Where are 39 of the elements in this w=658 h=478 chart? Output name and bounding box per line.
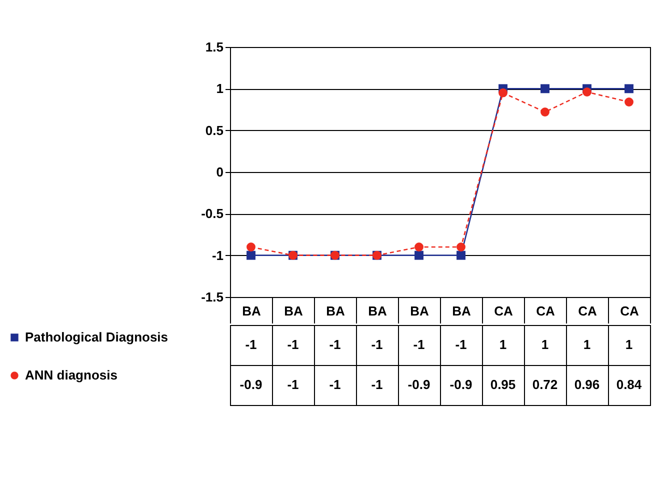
data-label: -1 bbox=[455, 337, 467, 352]
y-tick-label: 1.5 bbox=[205, 40, 224, 54]
data-label: -1 bbox=[287, 377, 299, 392]
y-tick-label: -1 bbox=[212, 248, 224, 263]
data-label: 1 bbox=[499, 337, 507, 352]
data-label: -1 bbox=[413, 337, 425, 352]
y-tick-label: -0.5 bbox=[201, 206, 224, 222]
data-label: 1 bbox=[625, 337, 633, 352]
data-label: 0.96 bbox=[574, 377, 600, 392]
data-label: -0.9 bbox=[408, 377, 430, 392]
data-label: 1 bbox=[583, 337, 591, 352]
x-tick-label: BA bbox=[368, 304, 388, 318]
x-tick-label: CA bbox=[536, 304, 556, 318]
data-label: 0.95 bbox=[490, 377, 516, 392]
x-tick-label: BA bbox=[452, 304, 472, 318]
data-label: -1 bbox=[371, 377, 383, 392]
y-tick-label: -1.5 bbox=[201, 290, 224, 304]
data-label: -1 bbox=[329, 337, 341, 352]
data-label: -1 bbox=[329, 377, 341, 392]
data-label: -1 bbox=[245, 337, 257, 352]
data-label: -1 bbox=[287, 337, 299, 352]
data-label: -1 bbox=[371, 337, 383, 352]
x-tick-label: BA bbox=[410, 304, 430, 318]
x-tick-label: BA bbox=[284, 304, 304, 318]
x-tick-label: CA bbox=[578, 304, 598, 318]
data-label: -0.9 bbox=[240, 377, 262, 392]
data-label: -0.9 bbox=[450, 377, 472, 392]
x-tick-label: CA bbox=[494, 304, 514, 318]
data-label: 1 bbox=[541, 337, 549, 352]
legend-label: Pathological Diagnosis bbox=[25, 330, 168, 344]
y-tick-label: 0.5 bbox=[205, 122, 224, 138]
y-tick-label: 0 bbox=[216, 164, 224, 180]
data-label: 0.72 bbox=[532, 377, 558, 392]
x-tick-label: BA bbox=[326, 304, 346, 318]
data-label: 0.84 bbox=[616, 377, 642, 392]
legend-label: ANN diagnosis bbox=[25, 368, 118, 382]
x-tick-label: CA bbox=[620, 304, 640, 318]
x-tick-label: BA bbox=[242, 304, 262, 318]
y-tick-label: 1 bbox=[216, 81, 224, 96]
